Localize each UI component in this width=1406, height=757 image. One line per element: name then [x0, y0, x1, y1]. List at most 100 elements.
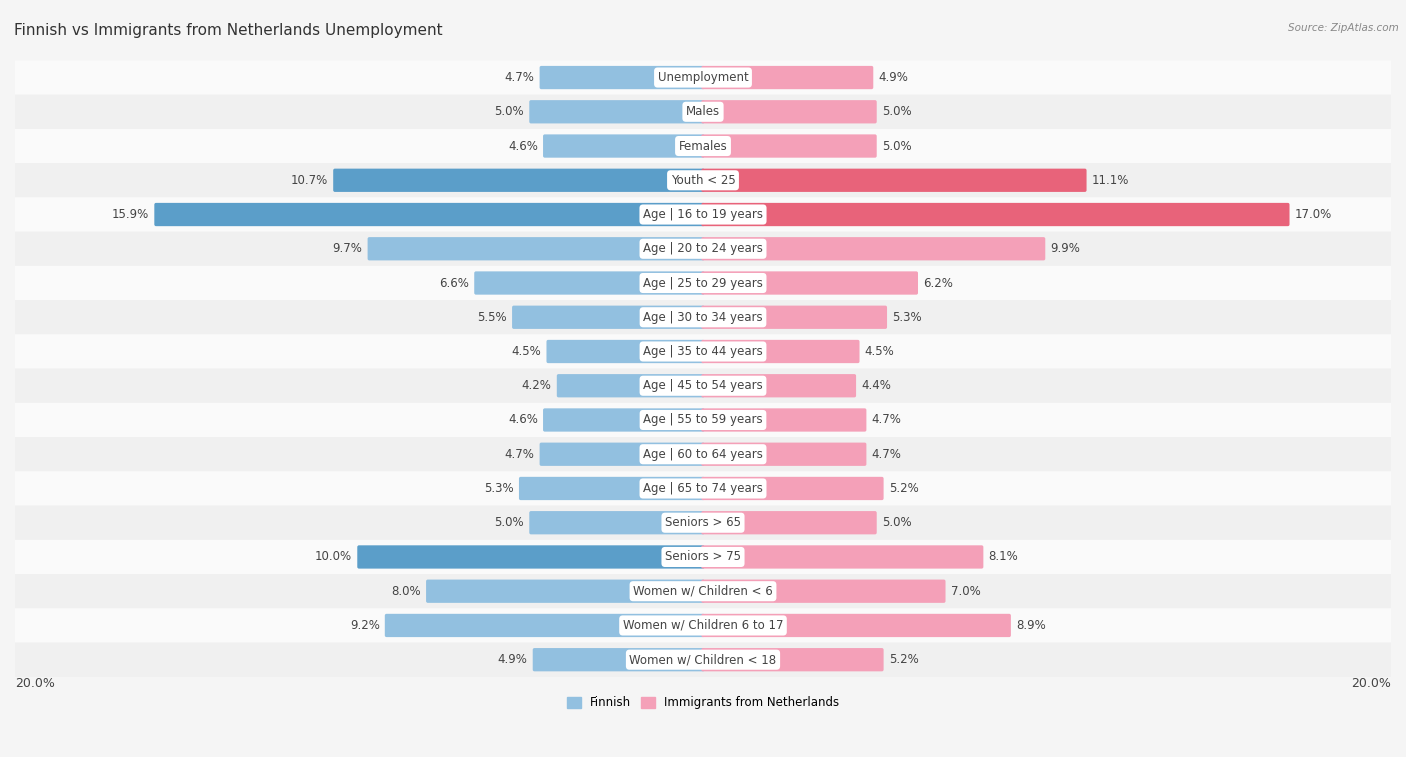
FancyBboxPatch shape — [512, 306, 704, 329]
FancyBboxPatch shape — [702, 271, 918, 294]
Text: Age | 60 to 64 years: Age | 60 to 64 years — [643, 447, 763, 461]
Text: Women w/ Children < 18: Women w/ Children < 18 — [630, 653, 776, 666]
FancyBboxPatch shape — [702, 614, 1011, 637]
FancyBboxPatch shape — [702, 648, 883, 671]
FancyBboxPatch shape — [547, 340, 704, 363]
FancyBboxPatch shape — [357, 545, 704, 569]
Text: 11.1%: 11.1% — [1091, 174, 1129, 187]
FancyBboxPatch shape — [702, 66, 873, 89]
FancyBboxPatch shape — [15, 609, 1391, 643]
Text: 8.0%: 8.0% — [391, 584, 420, 598]
Text: Age | 25 to 29 years: Age | 25 to 29 years — [643, 276, 763, 289]
Text: Age | 35 to 44 years: Age | 35 to 44 years — [643, 345, 763, 358]
FancyBboxPatch shape — [15, 164, 1391, 198]
Text: 15.9%: 15.9% — [112, 208, 149, 221]
Text: 9.9%: 9.9% — [1050, 242, 1080, 255]
Text: 5.3%: 5.3% — [893, 311, 922, 324]
Text: 4.9%: 4.9% — [879, 71, 908, 84]
FancyBboxPatch shape — [15, 300, 1391, 335]
FancyBboxPatch shape — [543, 135, 704, 157]
FancyBboxPatch shape — [529, 511, 704, 534]
FancyBboxPatch shape — [519, 477, 704, 500]
Text: 4.6%: 4.6% — [508, 139, 538, 152]
FancyBboxPatch shape — [155, 203, 704, 226]
FancyBboxPatch shape — [15, 129, 1391, 164]
FancyBboxPatch shape — [385, 614, 704, 637]
FancyBboxPatch shape — [15, 369, 1391, 403]
Text: 5.0%: 5.0% — [495, 105, 524, 118]
FancyBboxPatch shape — [15, 266, 1391, 300]
Text: 17.0%: 17.0% — [1295, 208, 1331, 221]
FancyBboxPatch shape — [15, 198, 1391, 232]
FancyBboxPatch shape — [367, 237, 704, 260]
Text: 4.9%: 4.9% — [498, 653, 527, 666]
Text: 5.0%: 5.0% — [495, 516, 524, 529]
Text: Finnish vs Immigrants from Netherlands Unemployment: Finnish vs Immigrants from Netherlands U… — [14, 23, 443, 38]
FancyBboxPatch shape — [15, 232, 1391, 266]
Text: 4.6%: 4.6% — [508, 413, 538, 426]
FancyBboxPatch shape — [474, 271, 704, 294]
Text: Source: ZipAtlas.com: Source: ZipAtlas.com — [1288, 23, 1399, 33]
Text: 4.5%: 4.5% — [865, 345, 894, 358]
Text: 20.0%: 20.0% — [1351, 677, 1391, 690]
FancyBboxPatch shape — [702, 580, 945, 603]
FancyBboxPatch shape — [702, 443, 866, 466]
Text: 5.5%: 5.5% — [477, 311, 508, 324]
Text: Youth < 25: Youth < 25 — [671, 174, 735, 187]
Text: 5.0%: 5.0% — [882, 516, 911, 529]
FancyBboxPatch shape — [702, 169, 1087, 192]
FancyBboxPatch shape — [533, 648, 704, 671]
FancyBboxPatch shape — [15, 437, 1391, 472]
FancyBboxPatch shape — [540, 66, 704, 89]
Text: Seniors > 65: Seniors > 65 — [665, 516, 741, 529]
Text: Age | 55 to 59 years: Age | 55 to 59 years — [643, 413, 763, 426]
FancyBboxPatch shape — [15, 335, 1391, 369]
FancyBboxPatch shape — [15, 506, 1391, 540]
FancyBboxPatch shape — [333, 169, 704, 192]
Text: 4.7%: 4.7% — [872, 447, 901, 461]
Text: 4.7%: 4.7% — [505, 447, 534, 461]
Text: 7.0%: 7.0% — [950, 584, 980, 598]
Text: 4.7%: 4.7% — [872, 413, 901, 426]
FancyBboxPatch shape — [529, 100, 704, 123]
Text: 10.7%: 10.7% — [291, 174, 328, 187]
Text: Age | 65 to 74 years: Age | 65 to 74 years — [643, 482, 763, 495]
Text: 5.0%: 5.0% — [882, 105, 911, 118]
FancyBboxPatch shape — [15, 472, 1391, 506]
FancyBboxPatch shape — [702, 374, 856, 397]
Text: 20.0%: 20.0% — [15, 677, 55, 690]
FancyBboxPatch shape — [702, 545, 983, 569]
FancyBboxPatch shape — [543, 408, 704, 431]
Text: Unemployment: Unemployment — [658, 71, 748, 84]
Text: 6.2%: 6.2% — [924, 276, 953, 289]
Text: Age | 45 to 54 years: Age | 45 to 54 years — [643, 379, 763, 392]
Text: 4.4%: 4.4% — [862, 379, 891, 392]
Text: 4.7%: 4.7% — [505, 71, 534, 84]
Text: 9.7%: 9.7% — [333, 242, 363, 255]
FancyBboxPatch shape — [15, 540, 1391, 574]
FancyBboxPatch shape — [426, 580, 704, 603]
FancyBboxPatch shape — [702, 237, 1045, 260]
Text: 8.1%: 8.1% — [988, 550, 1018, 563]
Text: Females: Females — [679, 139, 727, 152]
Text: Age | 20 to 24 years: Age | 20 to 24 years — [643, 242, 763, 255]
FancyBboxPatch shape — [15, 95, 1391, 129]
FancyBboxPatch shape — [557, 374, 704, 397]
Text: 5.2%: 5.2% — [889, 653, 918, 666]
Text: 5.0%: 5.0% — [882, 139, 911, 152]
FancyBboxPatch shape — [15, 643, 1391, 677]
Text: Males: Males — [686, 105, 720, 118]
FancyBboxPatch shape — [702, 477, 883, 500]
FancyBboxPatch shape — [15, 574, 1391, 609]
Text: Age | 16 to 19 years: Age | 16 to 19 years — [643, 208, 763, 221]
FancyBboxPatch shape — [702, 511, 877, 534]
Legend: Finnish, Immigrants from Netherlands: Finnish, Immigrants from Netherlands — [562, 692, 844, 714]
Text: 9.2%: 9.2% — [350, 619, 380, 632]
FancyBboxPatch shape — [15, 403, 1391, 437]
Text: 6.6%: 6.6% — [439, 276, 470, 289]
FancyBboxPatch shape — [702, 340, 859, 363]
Text: 8.9%: 8.9% — [1017, 619, 1046, 632]
FancyBboxPatch shape — [702, 306, 887, 329]
FancyBboxPatch shape — [702, 203, 1289, 226]
FancyBboxPatch shape — [540, 443, 704, 466]
